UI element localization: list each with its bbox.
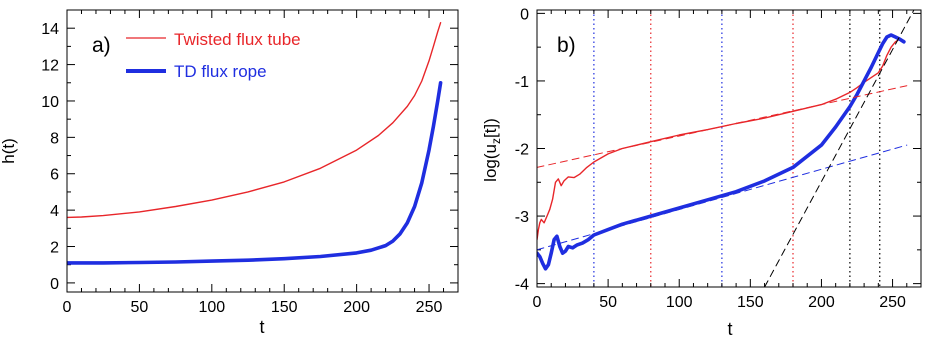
b-series-line-0	[537, 38, 905, 241]
b-y-tick-label: -4	[515, 277, 529, 294]
b-y-tick-label: 0	[520, 6, 529, 23]
a-y-tick-label: 14	[41, 21, 59, 38]
panel-a-series	[67, 22, 443, 265]
b-series-line-1	[537, 33, 906, 271]
panel-b-vertical-markers	[593, 10, 881, 287]
a-series-line-0	[67, 22, 442, 219]
panel-a-frame	[66, 9, 459, 293]
b-y-tick-label: -2	[515, 142, 529, 159]
a-series-line-1	[67, 81, 443, 265]
panel-b: 0 50 100 150 200 250 0 -1 -2 -3 -4 b) t log(uz[t])	[481, 6, 922, 339]
b-series-line-3	[537, 144, 908, 251]
panel-a-legend: Twisted flux tube TD flux rope	[126, 30, 301, 81]
a-x-tick-label: 200	[343, 299, 370, 316]
panel-b-series	[537, 10, 915, 287]
b-x-tick-label: 100	[666, 294, 693, 311]
a-x-tick-label: 100	[198, 299, 225, 316]
a-y-tick-label: 6	[50, 167, 59, 184]
b-x-tick-label: 0	[533, 294, 542, 311]
b-y-tick-label: -3	[515, 209, 529, 226]
b-series-line-4	[764, 10, 915, 287]
legend-label-td-flux-rope: TD flux rope	[174, 62, 267, 81]
legend-label-twisted-flux-tube: Twisted flux tube	[174, 30, 301, 49]
panel-b-tick-labels: 0 50 100 150 200 250 0 -1 -2 -3 -4	[515, 6, 906, 311]
b-y-tick-label: -1	[515, 74, 529, 91]
panel-b-label: b)	[557, 34, 576, 57]
b-x-tick-label: 200	[808, 294, 835, 311]
panel-a-x-axis-label: t	[259, 317, 264, 337]
a-y-tick-label: 2	[50, 240, 59, 257]
ylabel-subscript: z	[489, 138, 503, 144]
a-y-tick-label: 12	[41, 58, 59, 75]
b-x-tick-label: 250	[879, 294, 906, 311]
ylabel-main: log(u	[481, 144, 500, 182]
panel-b-x-axis-label: t	[727, 319, 732, 339]
a-y-tick-label: 0	[50, 276, 59, 293]
panel-b-frame	[536, 9, 922, 288]
a-x-tick-label: 0	[63, 299, 72, 316]
panel-a-ticks	[66, 10, 459, 292]
panel-b-y-axis-label: log(uz[t])	[481, 118, 503, 182]
a-x-tick-label: 50	[131, 299, 149, 316]
panel-b-ticks	[536, 10, 922, 287]
a-y-tick-label: 4	[50, 203, 59, 220]
a-y-tick-label: 8	[50, 130, 59, 147]
panel-a-tick-labels: 0 50 100 150 200 250 0 2 4 6 8 10 12 14	[41, 21, 442, 316]
panel-a: 0 50 100 150 200 250 0 2 4 6 8 10 12 14 a) Twisted fl…	[0, 9, 459, 337]
panel-a-y-axis-label: h(t)	[0, 138, 18, 164]
ylabel-tail: [t])	[481, 118, 500, 138]
b-x-tick-label: 50	[599, 294, 617, 311]
panel-a-label: a)	[92, 34, 111, 57]
b-x-tick-label: 150	[737, 294, 764, 311]
a-x-tick-label: 150	[271, 299, 298, 316]
a-x-tick-label: 250	[416, 299, 443, 316]
a-y-tick-label: 10	[41, 94, 59, 111]
b-series-line-2	[537, 85, 908, 168]
